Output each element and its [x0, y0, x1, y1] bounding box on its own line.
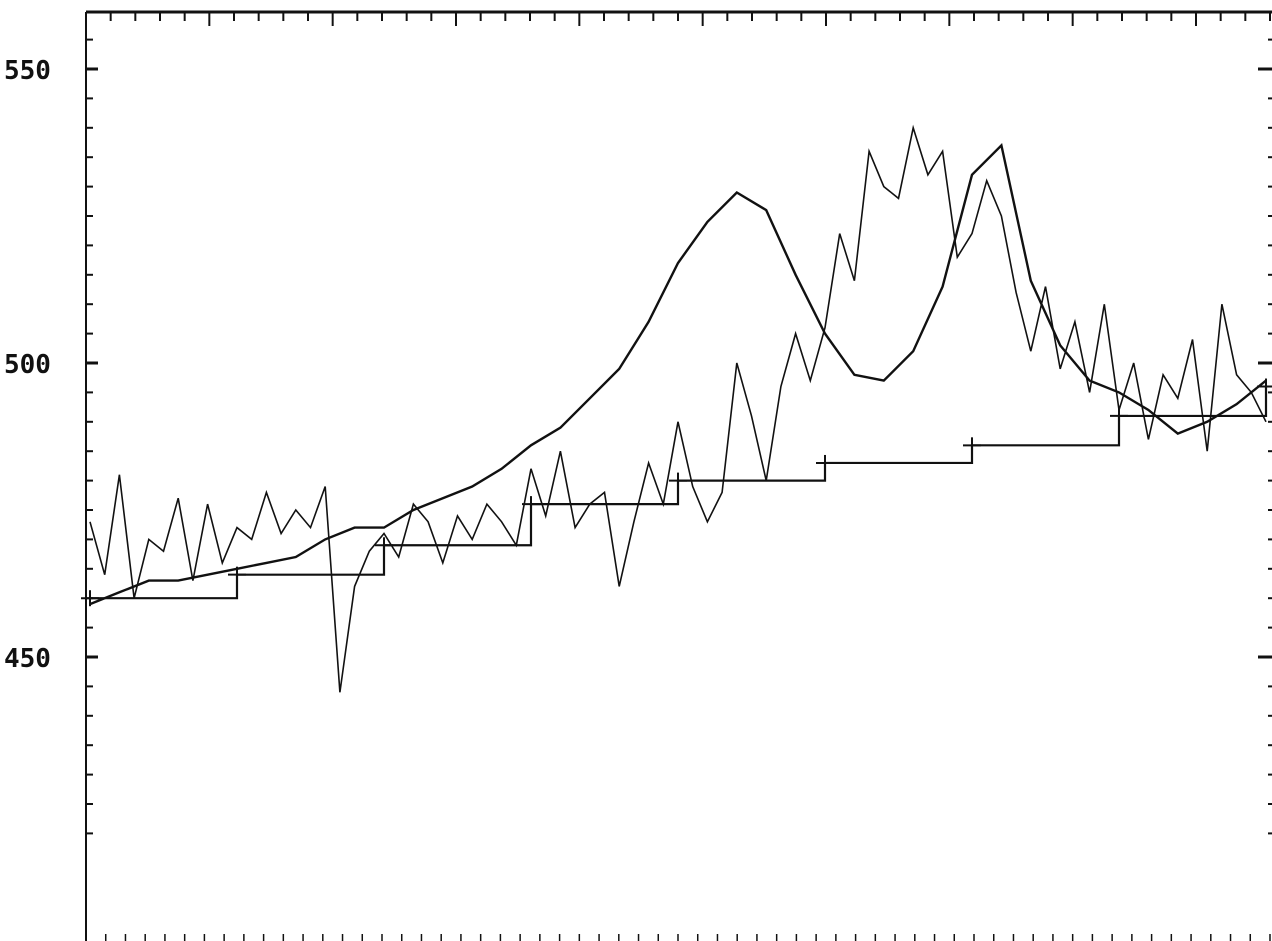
series-smoothed-line [89, 142, 1267, 606]
y-tick-labels: 550 500 450 [4, 56, 51, 674]
top-axis-ticks [85, 12, 1271, 26]
right-axis-ticks [1258, 38, 1272, 835]
series-raw-line [89, 124, 1267, 693]
series-layer [81, 124, 1272, 693]
y-tick-label: 500 [4, 350, 51, 380]
bottom-axis-ticks [85, 934, 1271, 941]
y-tick-label: 550 [4, 56, 51, 86]
y-tick-label: 450 [4, 644, 51, 674]
